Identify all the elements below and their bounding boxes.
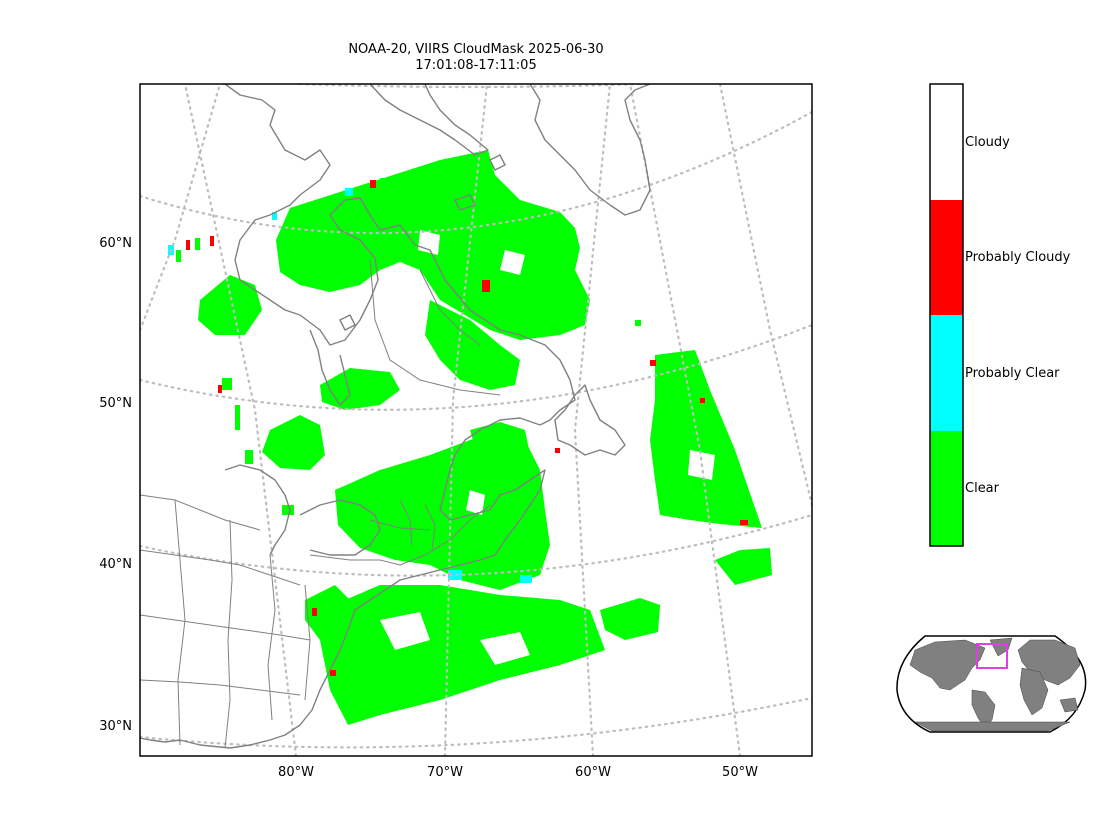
clear-region-ontario: [262, 415, 325, 470]
clear-region-far-east: [715, 548, 772, 585]
border-us-states-1: [140, 549, 311, 696]
clear-region-labrador: [425, 300, 520, 390]
coastline-hudson-bay: [224, 84, 576, 426]
gridline-lon-60: [573, 84, 612, 756]
gridline-lon-40: [718, 84, 812, 507]
coastline-islands: [339, 154, 506, 331]
inset-land: [909, 637, 1081, 732]
colorbar-label-clear: Clear: [965, 481, 1000, 496]
colorbar-swatch-clear: [930, 431, 963, 546]
coastline-east-us: [140, 539, 506, 749]
colorbar-swatch-probably-cloudy: [930, 200, 963, 315]
clear-region-great-lakes: [320, 368, 400, 410]
coastline-greenland: [529, 84, 651, 216]
lat-label-30: 30°N: [99, 719, 132, 734]
coastline-newfoundland: [554, 384, 626, 456]
lat-tick-labels: 60°N 50°N 40°N 30°N: [99, 236, 132, 734]
figure-subtitle: 17:01:08-17:11:05: [415, 58, 536, 73]
coastlines: [140, 84, 651, 749]
gridline-lon-90: [140, 84, 222, 332]
lon-label-70w: 70°W: [427, 765, 463, 780]
lat-label-60: 60°N: [99, 236, 132, 251]
map-frame: [139, 83, 813, 757]
gridline-lon-80: [183, 84, 298, 756]
gridline-lat-70: [298, 84, 642, 89]
colorbar-swatch-probably-clear: [930, 315, 963, 431]
colorbar-frame: [929, 83, 964, 547]
map-panel: [139, 83, 813, 757]
lat-label-40: 40°N: [99, 557, 132, 572]
inset-globe-map: [896, 635, 1087, 733]
lon-label-80w: 80°W: [278, 765, 314, 780]
gridline-lat-40: [140, 513, 812, 577]
lon-tick-labels: 80°W 70°W 60°W 50°W: [278, 765, 758, 780]
border-us-states-2: [174, 499, 311, 749]
clear-region-east-swath: [650, 350, 762, 528]
gridline-lon-70: [443, 84, 489, 756]
colorbar-label-cloudy: Cloudy: [965, 135, 1010, 150]
clear-region-northeast-us: [335, 430, 550, 590]
border-canada-us: [140, 494, 491, 566]
clear-region-west-bay: [198, 275, 262, 335]
lat-label-50: 50°N: [99, 396, 132, 411]
colorbar: Cloudy Probably Cloudy Probably Clear Cl…: [929, 83, 1071, 547]
coastline-baffin: [369, 84, 489, 156]
colorbar-label-probably-cloudy: Probably Cloudy: [965, 250, 1071, 265]
clear-region-newfoundland-sea: [600, 598, 660, 640]
graticule: [140, 84, 812, 756]
border-quebec: [369, 259, 501, 396]
state-borders: [140, 259, 501, 749]
gridline-lat-60: [140, 110, 812, 235]
lon-label-50w: 50°W: [722, 765, 758, 780]
border-new-england: [369, 499, 436, 551]
coastline-james-bay: [309, 329, 351, 406]
swath-layer: [168, 150, 772, 725]
colorbar-swatch-cloudy: [930, 84, 963, 200]
figure-title: NOAA-20, VIIRS CloudMask 2025-06-30: [348, 42, 603, 57]
gridline-lat-30: [140, 696, 812, 749]
coastline-quebec-shore: [439, 417, 546, 541]
lon-label-60w: 60°W: [575, 765, 611, 780]
map-contents: [140, 84, 812, 756]
colorbar-label-probably-clear: Probably Clear: [965, 366, 1060, 381]
inset-region-box: [976, 643, 1008, 669]
clear-region-maritimes: [470, 422, 530, 465]
cloud-holes: [380, 230, 715, 665]
clear-region-mid-atlantic: [305, 585, 350, 640]
